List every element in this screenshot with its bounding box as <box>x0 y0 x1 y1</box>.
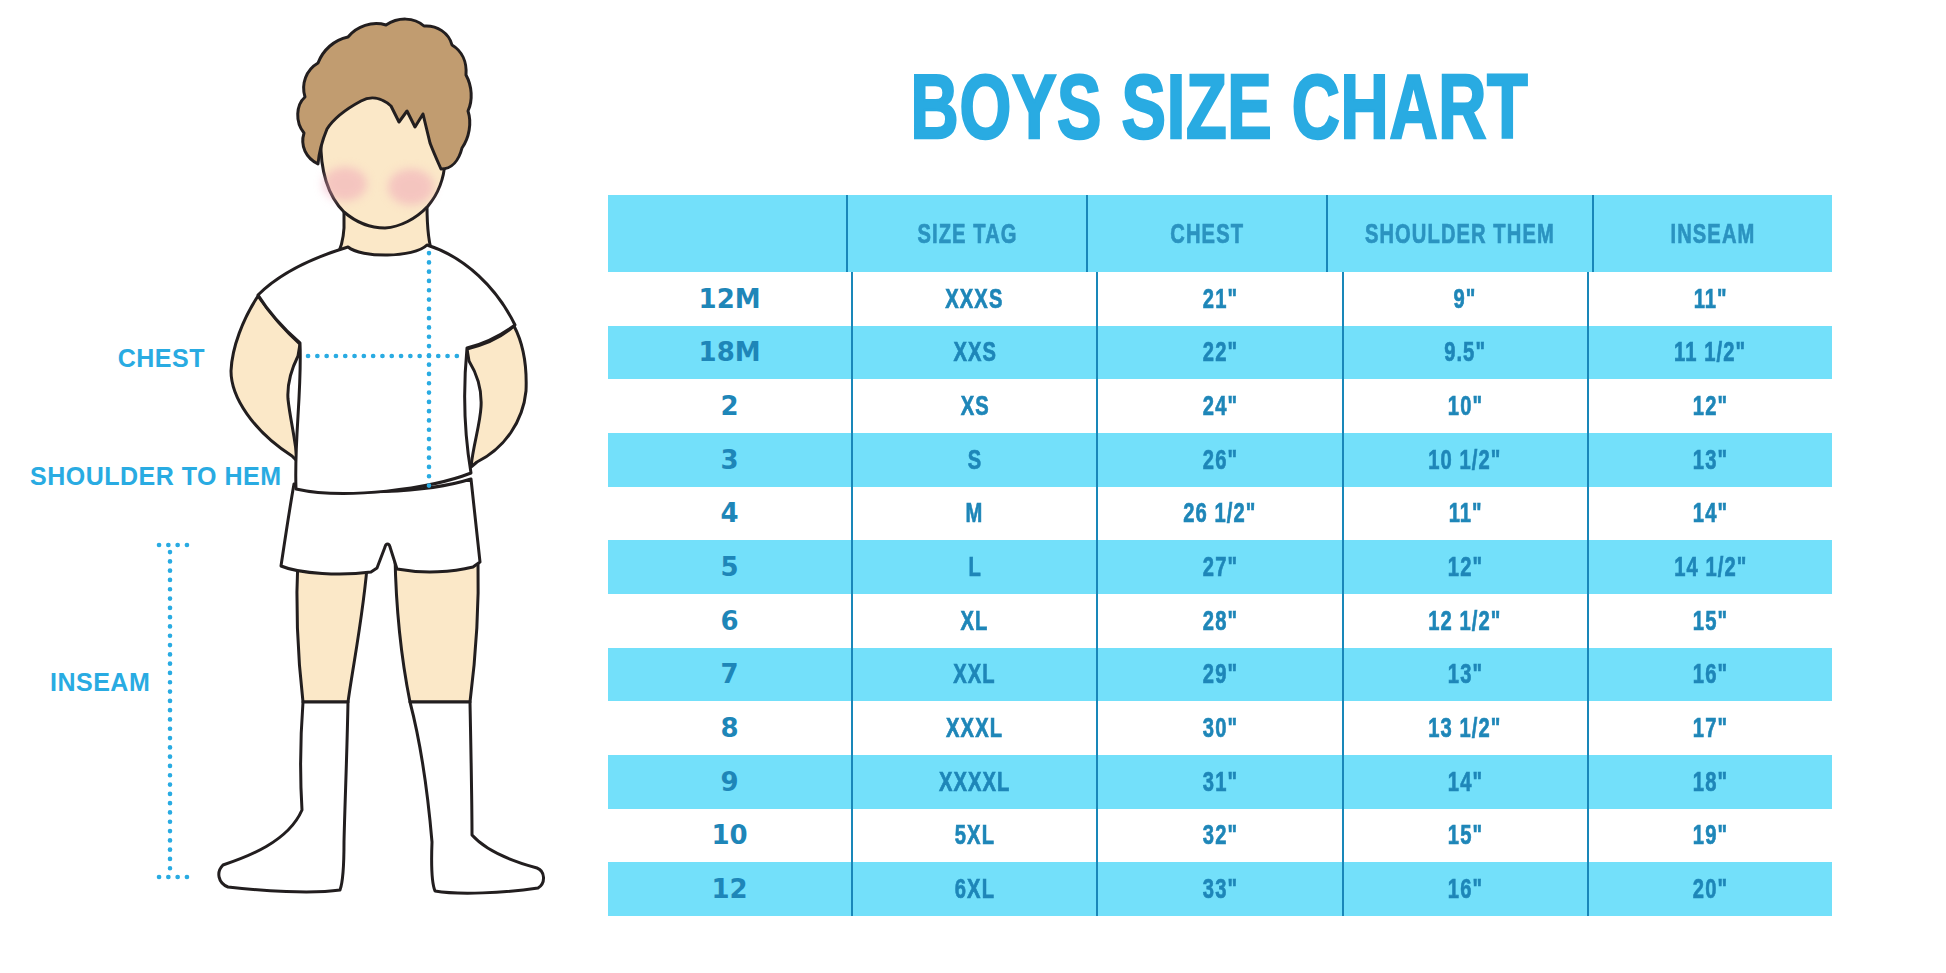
table-cell: 12" <box>1342 540 1587 594</box>
table-cell: 5 <box>608 540 851 594</box>
table-cell: 9 <box>608 755 851 809</box>
shoulder-to-hem-label: SHOULDER TO HEM <box>30 462 282 491</box>
table-cell: 18" <box>1587 755 1832 809</box>
table-cell: 2 <box>608 379 851 433</box>
table-cell: 22" <box>1096 326 1341 380</box>
table-cell: 7 <box>608 648 851 702</box>
page: CHEST SHOULDER TO HEM INSEAM BOYS SIZE C… <box>0 0 1946 973</box>
shorts <box>281 479 480 574</box>
table-cell: 14" <box>1342 755 1587 809</box>
right-thigh <box>395 556 478 702</box>
right-arm <box>467 326 526 467</box>
header-cell: SHOULDER THEM <box>1326 195 1592 272</box>
table-row: 2XS24"10"12" <box>608 379 1832 433</box>
table-cell: 12 <box>608 862 851 916</box>
table-cell: XXXS <box>851 272 1096 326</box>
page-title: BOYS SIZE CHART <box>608 52 1832 162</box>
table-row: 4M26 1/2"11"14" <box>608 487 1832 541</box>
table-cell: 26 1/2" <box>1096 487 1341 541</box>
table-cell: 14" <box>1587 487 1832 541</box>
table-row: 5L27"12"14 1/2" <box>608 540 1832 594</box>
header-cell: INSEAM <box>1592 195 1832 272</box>
table-cell: 27" <box>1096 540 1341 594</box>
table-cell: 33" <box>1096 862 1341 916</box>
table-cell: 8 <box>608 701 851 755</box>
right-sock <box>410 702 544 893</box>
table-cell: 10" <box>1342 379 1587 433</box>
table-cell: M <box>851 487 1096 541</box>
table-cell: 14 1/2" <box>1587 540 1832 594</box>
table-cell: 24" <box>1096 379 1341 433</box>
table-cell: XXXXL <box>851 755 1096 809</box>
left-thigh <box>297 556 368 702</box>
table-row: 12MXXXS21"9"11" <box>608 272 1832 326</box>
table-cell: 12M <box>608 272 851 326</box>
table-cell: 13 1/2" <box>1342 701 1587 755</box>
table-cell: S <box>851 433 1096 487</box>
table-row: 105XL32"15"19" <box>608 809 1832 863</box>
right-cheek <box>388 169 434 205</box>
header-cell <box>608 195 846 272</box>
table-cell: 28" <box>1096 594 1341 648</box>
chest-label: CHEST <box>85 344 205 373</box>
table-cell: 3 <box>608 433 851 487</box>
table-cell: 30" <box>1096 701 1341 755</box>
table-cell: 13" <box>1587 433 1832 487</box>
table-header-row: SIZE TAGCHESTSHOULDER THEMINSEAM <box>608 195 1832 272</box>
size-chart-table: SIZE TAGCHESTSHOULDER THEMINSEAM12MXXXS2… <box>608 195 1832 916</box>
table-cell: 6XL <box>851 862 1096 916</box>
inseam-label: INSEAM <box>50 668 150 697</box>
table-cell: 15" <box>1587 594 1832 648</box>
table-cell: 11" <box>1587 272 1832 326</box>
table-cell: 9" <box>1342 272 1587 326</box>
table-cell: XS <box>851 379 1096 433</box>
table-cell: 17" <box>1587 701 1832 755</box>
table-cell: 5XL <box>851 809 1096 863</box>
table-cell: 16" <box>1342 862 1587 916</box>
table-cell: 32" <box>1096 809 1341 863</box>
table-cell: 18M <box>608 326 851 380</box>
table-cell: 12" <box>1587 379 1832 433</box>
table-row: 18MXXS22"9.5"11 1/2" <box>608 326 1832 380</box>
table-cell: 10 <box>608 809 851 863</box>
table-cell: XXXL <box>851 701 1096 755</box>
table-row: 6XL28"12 1/2"15" <box>608 594 1832 648</box>
table-cell: L <box>851 540 1096 594</box>
table-cell: XXS <box>851 326 1096 380</box>
table-cell: 12 1/2" <box>1342 594 1587 648</box>
table-cell: 20" <box>1587 862 1832 916</box>
table-cell: XL <box>851 594 1096 648</box>
table-cell: 15" <box>1342 809 1587 863</box>
table-cell: 29" <box>1096 648 1341 702</box>
table-cell: 13" <box>1342 648 1587 702</box>
table-cell: 9.5" <box>1342 326 1587 380</box>
table-cell: 16" <box>1587 648 1832 702</box>
table-row: 8XXXL30"13 1/2"17" <box>608 701 1832 755</box>
left-cheek <box>323 167 367 201</box>
table-cell: 11" <box>1342 487 1587 541</box>
table-cell: 10 1/2" <box>1342 433 1587 487</box>
table-row: 9XXXXL31"14"18" <box>608 755 1832 809</box>
table-row: 7XXL29"13"16" <box>608 648 1832 702</box>
table-cell: 21" <box>1096 272 1341 326</box>
table-cell: 26" <box>1096 433 1341 487</box>
table-row: 126XL33"16"20" <box>608 862 1832 916</box>
table-cell: 11 1/2" <box>1587 326 1832 380</box>
table-cell: XXL <box>851 648 1096 702</box>
table-cell: 31" <box>1096 755 1341 809</box>
header-cell: CHEST <box>1086 195 1326 272</box>
table-cell: 19" <box>1587 809 1832 863</box>
left-sock <box>219 702 348 892</box>
table-cell: 4 <box>608 487 851 541</box>
table-row: 3S26"10 1/2"13" <box>608 433 1832 487</box>
header-cell: SIZE TAG <box>846 195 1086 272</box>
table-cell: 6 <box>608 594 851 648</box>
